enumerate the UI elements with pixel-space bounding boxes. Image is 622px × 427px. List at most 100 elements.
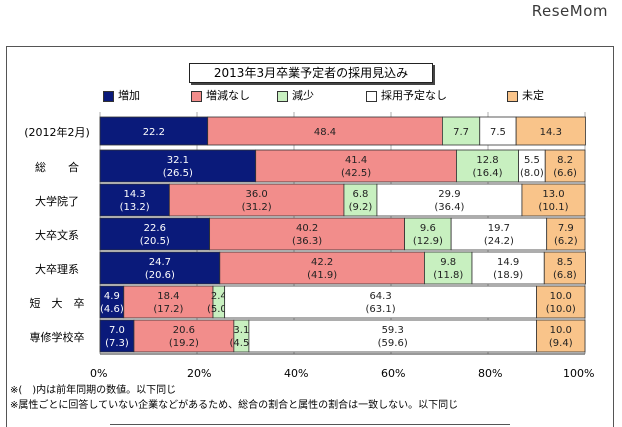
chart-frame — [6, 46, 614, 427]
bar-segment — [450, 217, 548, 251]
previous-year-label: (6.2) — [554, 236, 578, 247]
previous-year-label: (13.2) — [120, 202, 150, 213]
bar-segment — [99, 251, 221, 285]
data-label: 2.4 — [211, 291, 227, 302]
bar-segment — [376, 183, 523, 217]
previous-year-label: (6.8) — [553, 270, 577, 281]
bar-segment — [99, 149, 257, 183]
legend-swatch — [103, 90, 114, 102]
data-label: 64.3 — [369, 291, 391, 302]
data-label: 7.0 — [109, 325, 125, 336]
x-tick-label: 20% — [187, 367, 212, 380]
bar-segment — [546, 217, 586, 251]
bar-segment — [168, 183, 345, 217]
bar-segment — [133, 319, 235, 353]
bar-segment — [479, 116, 517, 146]
data-label: 40.2 — [296, 223, 318, 234]
x-tick-label: 40% — [284, 367, 309, 380]
bar-segment — [209, 217, 405, 251]
bar-segment — [518, 149, 546, 183]
previous-year-label: (4.5) — [230, 338, 254, 349]
previous-year-label: (11.8) — [433, 270, 463, 281]
previous-year-label: (12.9) — [413, 236, 443, 247]
data-label: 3.1 — [233, 325, 249, 336]
previous-year-label: (18.9) — [493, 270, 523, 281]
data-label: 19.7 — [488, 223, 510, 234]
previous-year-label: (8.0) — [520, 168, 544, 179]
previous-year-label: (16.4) — [472, 168, 502, 179]
data-label: 9.8 — [440, 257, 456, 268]
legend-swatch — [507, 90, 518, 102]
bar-segment — [544, 149, 586, 183]
footnote-1: ※( )内は前年同期の数値。以下同じ — [10, 385, 177, 396]
category-label: 大卒理系 — [35, 263, 79, 276]
previous-year-label: (20.5) — [140, 236, 170, 247]
x-tick-label: 0% — [90, 367, 108, 380]
legend-item: 減少 — [277, 89, 314, 103]
bar-segment — [471, 251, 545, 285]
bar-segment — [515, 116, 586, 146]
data-label: 13.0 — [542, 189, 564, 200]
previous-year-label: (36.4) — [434, 202, 464, 213]
data-label: 8.5 — [557, 257, 573, 268]
bar-segment — [123, 285, 214, 319]
data-label: 59.3 — [382, 325, 404, 336]
bottom-divider — [110, 424, 510, 425]
legend-item: 増加 — [103, 89, 140, 103]
bar-segment — [248, 319, 537, 353]
x-tick-label: 80% — [478, 367, 503, 380]
bar-segment — [99, 217, 211, 251]
legend-swatch — [191, 90, 202, 102]
bar-segment — [521, 183, 586, 217]
data-label: 12.8 — [476, 155, 498, 166]
bar-segment — [536, 319, 586, 353]
footnote-2: ※属性ごとに回答していない企業などがあるため、総合の割合と属性の割合は一致しない… — [10, 400, 459, 411]
data-label: 6.8 — [352, 189, 368, 200]
previous-year-label: (24.2) — [484, 236, 514, 247]
data-label: 24.7 — [149, 257, 171, 268]
category-label: 専修学校卒 — [29, 331, 85, 344]
data-label: 7.9 — [558, 223, 574, 234]
legend-item: 採用予定なし — [366, 89, 447, 103]
bar-segment — [442, 116, 481, 146]
previous-year-label: (59.6) — [378, 338, 408, 349]
previous-year-label: (20.6) — [145, 270, 175, 281]
bar-segment — [543, 251, 586, 285]
category-label: 短 大 卒 — [29, 297, 85, 310]
previous-year-label: (42.5) — [341, 168, 371, 179]
data-label: 36.0 — [246, 189, 268, 200]
x-tick-label: 60% — [381, 367, 406, 380]
data-label: 7.7 — [453, 127, 469, 138]
previous-year-label: (41.9) — [307, 270, 337, 281]
data-label: 10.0 — [550, 291, 572, 302]
bar-segment — [456, 149, 519, 183]
previous-year-label: (63.1) — [366, 304, 396, 315]
data-label: 10.0 — [550, 325, 572, 336]
data-label: 20.6 — [173, 325, 195, 336]
previous-year-label: (17.2) — [153, 304, 183, 315]
bar-segment — [536, 285, 586, 319]
legend-swatch — [366, 90, 377, 102]
data-label: 22.6 — [144, 223, 166, 234]
previous-year-label: (26.5) — [163, 168, 193, 179]
previous-year-label: (5.0) — [207, 304, 231, 315]
previous-year-label: (31.2) — [242, 202, 272, 213]
data-label: 5.5 — [524, 155, 540, 166]
bar-segment — [99, 183, 170, 217]
data-label: 14.3 — [124, 189, 146, 200]
bar-segment — [99, 116, 209, 146]
data-label: 42.2 — [311, 257, 333, 268]
data-label: 29.9 — [438, 189, 460, 200]
legend-swatch — [277, 90, 288, 102]
previous-year-label: (9.2) — [349, 202, 373, 213]
previous-year-label: (4.6) — [100, 304, 124, 315]
data-label: 14.3 — [540, 127, 562, 138]
bar-segment — [424, 251, 473, 285]
category-label: 大学院了 — [35, 195, 79, 208]
data-label: 18.4 — [157, 291, 179, 302]
legend-item: 未定 — [507, 89, 544, 103]
data-label: 32.1 — [167, 155, 189, 166]
data-label: 4.9 — [104, 291, 120, 302]
legend-label: 減少 — [292, 89, 314, 102]
